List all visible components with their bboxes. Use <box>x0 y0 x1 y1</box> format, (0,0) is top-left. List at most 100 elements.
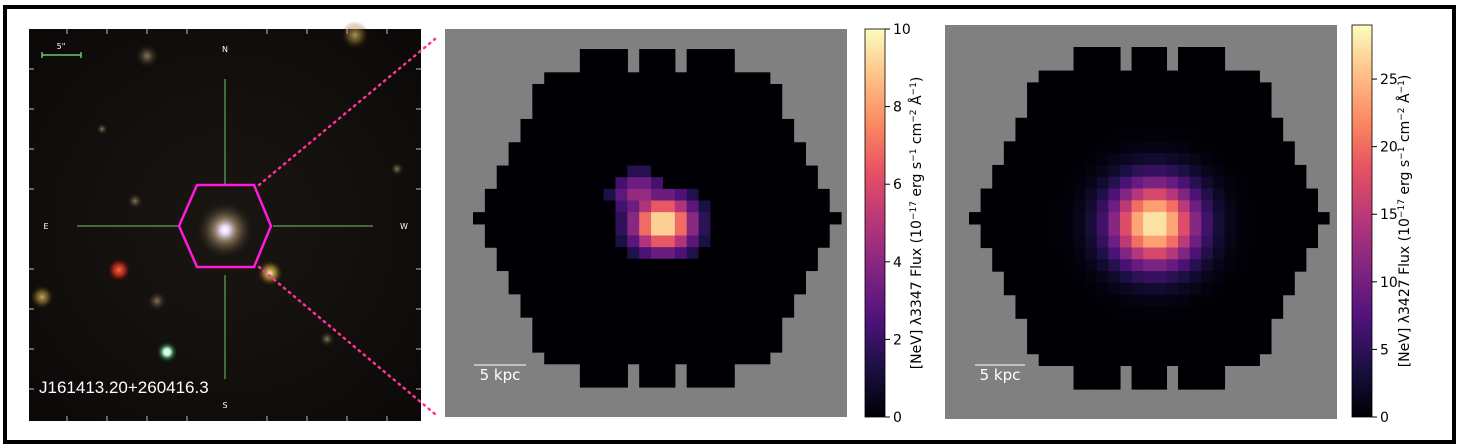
flux-map-spaxel <box>793 247 806 260</box>
flux-map-spaxel <box>1294 223 1307 237</box>
flux-map-spaxel <box>1259 247 1272 260</box>
flux-map-spaxel <box>603 317 617 330</box>
flux-map-spaxel <box>1236 117 1249 131</box>
flux-map-spaxel <box>1166 271 1179 284</box>
flux-map-spaxel <box>698 118 712 132</box>
flux-map-spaxel <box>734 130 747 143</box>
flux-map-spaxel <box>1085 188 1098 201</box>
flux-map-spaxel <box>591 258 605 272</box>
flux-map-spaxel <box>1166 330 1179 343</box>
flux-map-spaxel <box>1178 153 1191 166</box>
flux-map-spaxel <box>591 95 605 108</box>
flux-map-spaxel <box>1003 188 1017 201</box>
flux-map-spaxel <box>757 317 771 330</box>
flux-map-spaxel <box>591 317 605 330</box>
flux-map-spaxel <box>1119 271 1133 284</box>
flux-map-spaxel <box>1154 330 1168 343</box>
flux-map-spaxel <box>781 247 795 260</box>
flux-map-spaxel <box>508 188 522 202</box>
flux-map-spaxel <box>556 72 569 85</box>
flux-map-spaxel <box>567 118 581 132</box>
flux-map-spaxel <box>544 247 557 260</box>
flux-map-spaxel <box>674 235 688 248</box>
flux-map-spaxel <box>651 258 664 272</box>
flux-map-spaxel <box>1003 153 1017 166</box>
flux-map-spaxel <box>1247 330 1260 343</box>
flux-map-spaxel <box>1189 223 1202 237</box>
flux-map-spaxel <box>1108 306 1121 319</box>
flux-map-spaxel <box>746 223 759 237</box>
flux-map-spaxel <box>1027 294 1040 308</box>
flux-map-spaxel <box>615 247 628 260</box>
flux-map-spaxel <box>544 305 557 318</box>
flux-map-spaxel <box>1108 223 1121 237</box>
flux-map-spaxel <box>1236 341 1249 355</box>
flux-map-spaxel <box>508 165 522 178</box>
field-star <box>127 193 143 209</box>
flux-map-spaxel <box>1096 70 1109 83</box>
flux-map-spaxel <box>567 293 581 307</box>
flux-map-spaxel <box>722 235 735 248</box>
flux-map-spaxel <box>651 107 664 120</box>
flux-map-spaxel <box>1108 318 1121 331</box>
flux-map-spaxel <box>1085 47 1098 60</box>
flux-map-spaxel <box>1259 153 1272 166</box>
flux-map-spaxel <box>1305 223 1318 237</box>
flux-map-spaxel <box>1143 47 1156 60</box>
flux-map-spaxel <box>1073 223 1086 237</box>
flux-map-spaxel <box>1212 117 1226 131</box>
flux-map-spaxel <box>1119 353 1133 367</box>
flux-map-spaxel <box>1224 282 1237 296</box>
flux-map-spaxel <box>1270 153 1284 166</box>
flux-map-spaxel <box>603 352 617 365</box>
flux-map-spaxel <box>746 153 759 167</box>
flux-map-spaxel <box>1247 212 1260 225</box>
flux-map-spaxel <box>615 107 628 120</box>
flux-map-spaxel <box>567 83 581 97</box>
flux-map-spaxel <box>603 270 617 283</box>
flux-map-spaxel <box>1038 117 1051 131</box>
flux-map-spaxel <box>579 200 593 213</box>
flux-map-spaxel <box>1201 330 1214 343</box>
flux-map-spaxel <box>651 223 664 237</box>
flux-map-spaxel <box>603 293 617 307</box>
flux-map-spaxel <box>817 212 830 225</box>
flux-map-spaxel <box>556 282 569 295</box>
flux-map-spaxel <box>1027 82 1040 95</box>
flux-map-spaxel <box>603 247 617 260</box>
flux-map-spaxel <box>1282 188 1295 201</box>
flux-map-spaxel <box>556 83 569 97</box>
field-star-white <box>156 341 178 363</box>
flux-map-spaxel <box>567 72 581 85</box>
flux-map-spaxel <box>579 60 593 73</box>
flux-map-spaxel <box>674 165 688 178</box>
flux-map-spaxel <box>1027 164 1040 178</box>
flux-map-spaxel <box>615 223 628 237</box>
flux-map-spaxel <box>579 340 593 353</box>
field-star <box>341 21 369 49</box>
flux-map-spaxel <box>603 200 617 213</box>
flux-map-spaxel <box>1166 117 1179 131</box>
figure-svg: 5" N S E W J161413.20+260416.3 5 kpc 0 2 4… <box>29 21 1413 426</box>
flux-map-spaxel <box>769 118 783 132</box>
flux-map-spaxel <box>639 177 652 190</box>
flux-map-spaxel <box>793 270 806 283</box>
flux-map-spaxel <box>556 235 569 248</box>
flux-map-spaxel <box>1096 117 1109 131</box>
flux-map-spaxel <box>544 317 557 330</box>
flux-map-spaxel <box>674 188 688 202</box>
flux-map-spaxel <box>1015 306 1028 319</box>
flux-map-spaxel <box>769 212 783 225</box>
flux-map-spaxel <box>508 235 522 248</box>
flux-map-spaxel <box>1085 164 1098 178</box>
flux-map-spaxel <box>1119 129 1133 142</box>
flux-map-spaxel <box>992 200 1005 213</box>
flux-map-spaxel <box>734 83 747 97</box>
flux-map-spaxel <box>710 107 723 120</box>
flux-map-spaxel <box>734 352 747 365</box>
flux-map-spaxel <box>1131 282 1144 296</box>
flux-map-spaxel <box>579 107 593 120</box>
flux-map-spaxel <box>520 305 533 318</box>
flux-map-spaxel <box>567 328 581 341</box>
flux-map-spaxel <box>746 305 759 318</box>
